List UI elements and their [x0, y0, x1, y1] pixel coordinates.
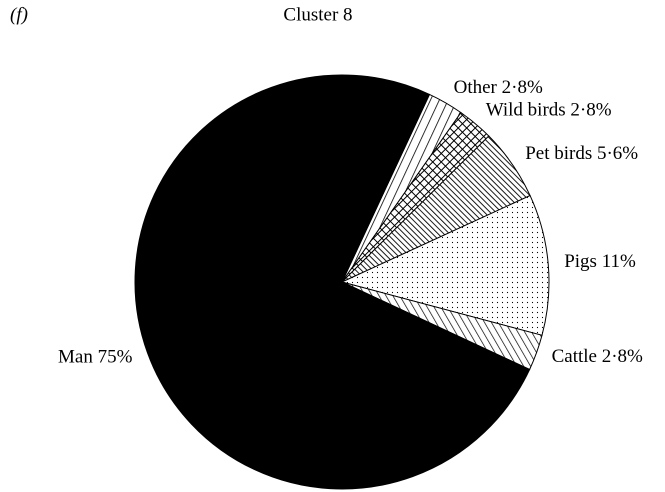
slice-value-label: 2·8%	[602, 346, 643, 367]
slice-category: Pet birds	[525, 143, 592, 164]
slice-value-label: 11%	[602, 251, 636, 272]
slice-label: Man 75%	[58, 347, 133, 368]
slice-label: Pet birds 5·6%	[525, 143, 638, 164]
slice-value-label: 5·6%	[597, 143, 638, 164]
pie-slice	[340, 194, 550, 336]
slice-label: Cattle 2·8%	[552, 346, 643, 367]
chart-title: Cluster 8	[283, 4, 352, 25]
slice-category: Pigs	[564, 251, 597, 272]
slice-value-label: 2·8%	[502, 77, 543, 98]
slice-category: Man	[58, 347, 93, 368]
panel-label: (f)	[10, 4, 28, 25]
slice-category: Other	[454, 77, 498, 98]
slice-value-label: 2·8%	[570, 100, 611, 121]
pie-slice	[134, 74, 531, 490]
slice-category: Cattle	[552, 346, 597, 367]
slice-label: Other 2·8%	[454, 77, 543, 98]
slice-value-label: 75%	[98, 347, 133, 368]
slice-label: Wild birds 2·8%	[486, 100, 612, 121]
slice-category: Wild birds	[486, 100, 566, 121]
slice-label: Pigs 11%	[564, 251, 636, 272]
